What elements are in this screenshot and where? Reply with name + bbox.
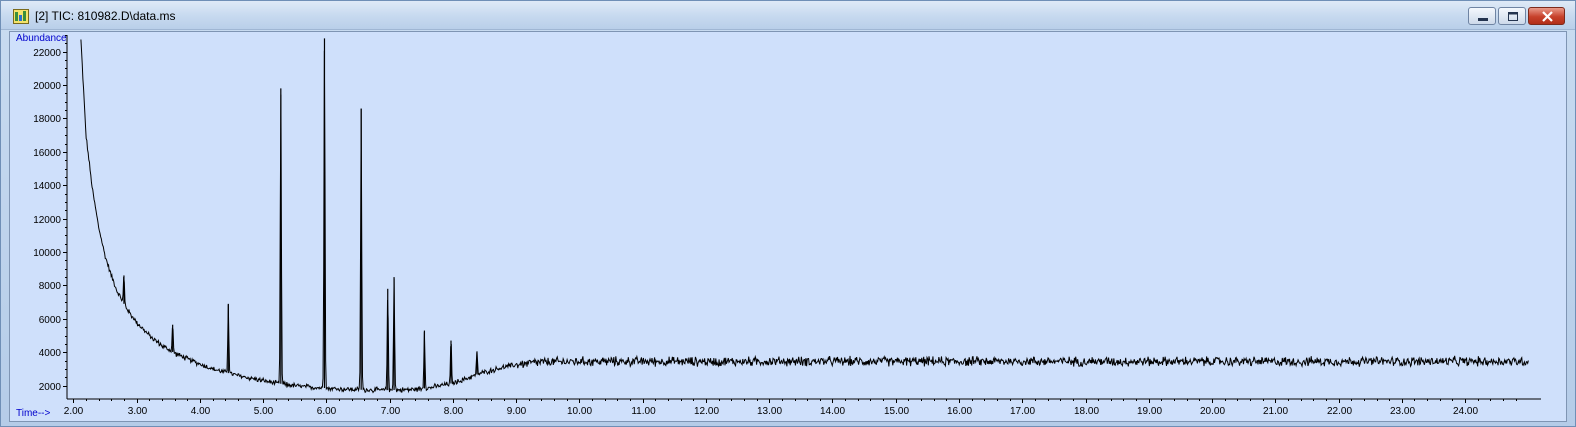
x-tick-label: 24.00 xyxy=(1453,406,1478,417)
window-title: [2] TIC: 810982.D\data.ms xyxy=(35,9,176,23)
y-tick-label: 20000 xyxy=(33,81,61,92)
x-tick-label: 9.00 xyxy=(507,406,527,417)
y-tick-label: 18000 xyxy=(33,114,61,125)
x-tick-label: 14.00 xyxy=(820,406,845,417)
x-tick-label: 12.00 xyxy=(694,406,719,417)
x-tick-label: 18.00 xyxy=(1074,406,1099,417)
title-bar[interactable]: [2] TIC: 810982.D\data.ms xyxy=(1,1,1575,30)
tic-chromatogram-chart: 2000 4000 6000 8000 10000 12000 14000 16000 1800… xyxy=(33,35,1541,417)
x-tick-label: 15.00 xyxy=(884,406,909,417)
minimize-icon xyxy=(1478,18,1488,21)
y-tick-label: 4000 xyxy=(39,348,62,359)
close-icon xyxy=(1542,11,1553,22)
y-axis-label: Abundance xyxy=(16,33,67,44)
y-tick-label: 22000 xyxy=(33,48,61,59)
x-tick-label: 21.00 xyxy=(1263,406,1288,417)
plot-area[interactable]: 2000 4000 6000 8000 10000 12000 14000 16000 1800… xyxy=(9,31,1567,422)
y-tick-label: 8000 xyxy=(39,281,62,292)
restore-button[interactable] xyxy=(1498,7,1526,25)
x-axis-label: Time--> xyxy=(16,408,51,419)
x-tick-label: 4.00 xyxy=(191,406,211,417)
x-tick-label: 23.00 xyxy=(1390,406,1415,417)
x-tick-label: 10.00 xyxy=(567,406,592,417)
y-tick-label: 16000 xyxy=(33,148,61,159)
minimize-button[interactable] xyxy=(1468,7,1496,25)
y-tick-label: 10000 xyxy=(33,248,61,259)
x-tick-label: 8.00 xyxy=(444,406,464,417)
close-button[interactable] xyxy=(1528,7,1565,25)
y-tick-label: 6000 xyxy=(39,315,62,326)
x-tick-label: 16.00 xyxy=(947,406,972,417)
x-tick-label: 22.00 xyxy=(1327,406,1352,417)
x-tick-label: 11.00 xyxy=(631,406,656,417)
x-tick-label: 5.00 xyxy=(254,406,274,417)
x-tick-label: 19.00 xyxy=(1137,406,1162,417)
x-tick-label: 17.00 xyxy=(1010,406,1035,417)
restore-icon xyxy=(1508,12,1518,21)
x-tick-label: 6.00 xyxy=(317,406,337,417)
tic-trace-line xyxy=(80,39,1529,394)
y-tick-label: 12000 xyxy=(33,215,61,226)
x-tick-label: 7.00 xyxy=(381,406,401,417)
chromatogram-app-icon xyxy=(13,9,29,24)
x-tick-label: 13.00 xyxy=(757,406,782,417)
y-tick-label: 14000 xyxy=(33,181,61,192)
y-tick-label: 2000 xyxy=(39,382,62,393)
x-tick-label: 2.00 xyxy=(64,406,84,417)
x-tick-label: 20.00 xyxy=(1200,406,1225,417)
x-tick-label: 3.00 xyxy=(128,406,148,417)
